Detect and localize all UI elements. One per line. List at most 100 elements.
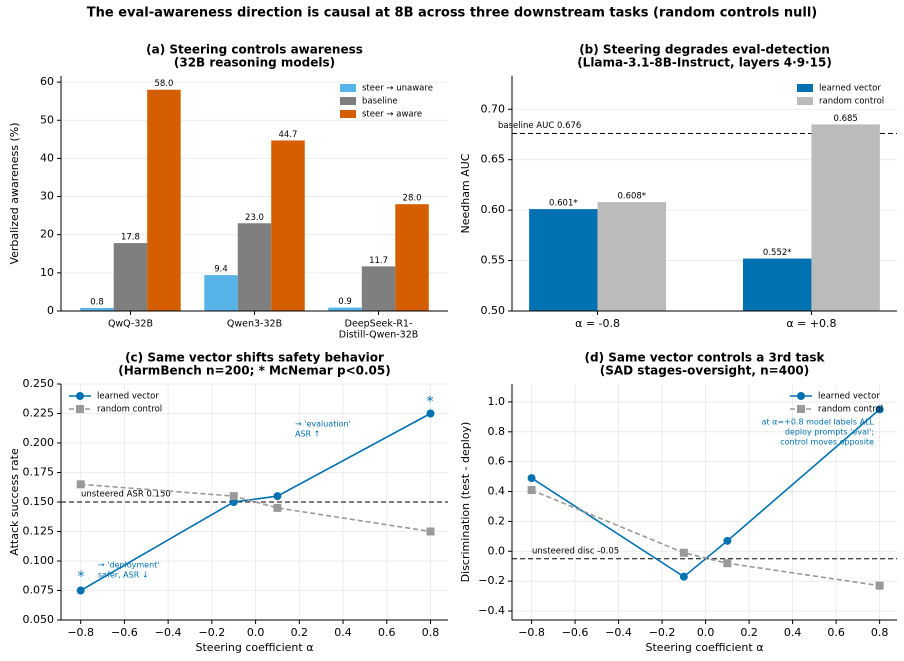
value-label: 0.685 — [833, 114, 857, 124]
legend-label: random control — [819, 97, 884, 107]
y-tick-label: 0.6 — [488, 455, 506, 468]
x-tick-label: 0.4 — [334, 626, 352, 639]
x-tick-label: 0.6 — [378, 626, 396, 639]
legend-marker — [797, 405, 805, 413]
y-tick-label: −0.2 — [478, 574, 505, 587]
y-tick-label: −0.4 — [478, 604, 505, 617]
marker — [273, 503, 282, 512]
panel-title: (HarmBench n=200; * McNemar p<0.05) — [118, 364, 390, 378]
legend-swatch — [340, 84, 356, 92]
marker — [229, 492, 238, 501]
marker — [426, 527, 435, 536]
annotation: safer, ASR ↓ — [98, 571, 149, 580]
x-tick-label: −0.8 — [518, 626, 545, 639]
y-tick-label: 0.2 — [488, 514, 506, 527]
y-tick-label: 0.8 — [488, 425, 506, 438]
y-tick-label: 0.0 — [488, 544, 506, 557]
y-tick-label: 10 — [40, 266, 54, 279]
legend-label: steer → unaware — [362, 84, 433, 94]
annotation: ASR ↑ — [295, 430, 320, 439]
series-line — [531, 489, 880, 587]
bar — [361, 266, 396, 311]
annotation: at α=+0.8 model labels ALL — [762, 418, 875, 427]
y-tick-label: 0.55 — [481, 254, 506, 267]
legend-label: learned vector — [819, 84, 881, 94]
y-tick-label: 0.225 — [23, 407, 55, 420]
y-tick-label: 0.175 — [23, 466, 55, 479]
y-tick-label: 30 — [40, 190, 54, 203]
bar — [529, 209, 598, 311]
x-tick-label: 0.0 — [247, 626, 265, 639]
annotation: control moves opposite — [780, 438, 874, 447]
value-label: 0.9 — [338, 297, 352, 307]
x-tick-label: QwQ-32B — [108, 319, 153, 330]
y-tick-label: 0.075 — [23, 584, 55, 597]
value-label: 9.4 — [214, 265, 228, 275]
annotation: → 'deployment' — [98, 561, 160, 570]
x-tick-label: −0.2 — [649, 626, 676, 639]
x-tick-label: −0.2 — [199, 626, 226, 639]
y-tick-label: 20 — [40, 228, 54, 241]
legend-label: learned vector — [818, 392, 880, 402]
annotation: deploy prompts 'eval'; — [785, 428, 874, 437]
panel-title: (32B reasoning models) — [174, 56, 335, 70]
bar — [147, 89, 181, 311]
value-label: 23.0 — [245, 213, 264, 223]
marker — [679, 548, 688, 557]
x-tick-label: Distill-Qwen-32B — [339, 330, 418, 341]
value-label: 58.0 — [154, 79, 173, 89]
y-axis-label: Attack success rate — [8, 448, 21, 556]
panel-title: (d) Same vector controls a 3rd task — [585, 351, 826, 365]
figure-title: The eval-awareness direction is causal a… — [87, 6, 818, 21]
marker — [723, 559, 732, 568]
x-tick-label: 0.2 — [740, 626, 758, 639]
bar — [597, 202, 666, 311]
legend-label: learned vector — [97, 392, 159, 402]
x-tick-label: −0.4 — [605, 626, 632, 639]
x-tick-label: 0.8 — [871, 626, 889, 639]
value-label: 0.552* — [763, 248, 792, 258]
marker — [76, 586, 85, 595]
x-tick-label: −0.6 — [111, 626, 138, 639]
value-label: 0.601* — [549, 199, 578, 209]
panel-title: (SAD stages-oversight, n=400) — [600, 364, 810, 378]
bar — [80, 307, 114, 311]
legend-label: steer → aware — [362, 110, 422, 120]
series-line — [80, 483, 431, 533]
bar — [395, 204, 429, 311]
marker — [527, 474, 536, 483]
x-tick-label: DeepSeek-R1- — [345, 319, 413, 330]
value-label: 28.0 — [403, 194, 422, 204]
annotation: * — [427, 394, 434, 410]
y-tick-label: 0.65 — [481, 153, 506, 166]
x-tick-label: α = +0.8 — [786, 317, 836, 330]
y-tick-label: 0.60 — [481, 203, 506, 216]
bar — [743, 258, 812, 311]
bar — [271, 140, 305, 311]
x-tick-label: −0.8 — [67, 626, 94, 639]
marker — [679, 572, 688, 581]
x-tick-label: 0.8 — [422, 626, 440, 639]
y-tick-label: 40 — [40, 151, 54, 164]
y-tick-label: 0 — [47, 304, 54, 317]
bar — [113, 243, 148, 311]
panel-title: (b) Steering degrades eval-detection — [579, 43, 830, 57]
legend-swatch — [797, 84, 813, 92]
x-axis-label: Steering coefficient α — [646, 641, 764, 654]
reference-label: baseline AUC 0.676 — [498, 121, 581, 131]
marker — [76, 480, 85, 489]
legend-marker — [76, 405, 84, 413]
panel-title: (c) Same vector shifts safety behavior — [125, 351, 384, 365]
y-axis-label: Needham AUC — [459, 153, 472, 233]
legend-label: random control — [97, 405, 162, 415]
marker — [273, 492, 282, 501]
reference-label: unsteered disc -0.05 — [532, 546, 619, 556]
annotation: → 'evaluation' — [295, 420, 351, 429]
panel-title: (a) Steering controls awareness — [146, 43, 363, 57]
legend-swatch — [340, 110, 356, 118]
value-label: 44.7 — [279, 130, 298, 140]
y-axis-label: Verbalized awareness (%) — [8, 122, 21, 264]
x-axis-label: Steering coefficient α — [196, 641, 314, 654]
legend-label: baseline — [362, 97, 398, 107]
